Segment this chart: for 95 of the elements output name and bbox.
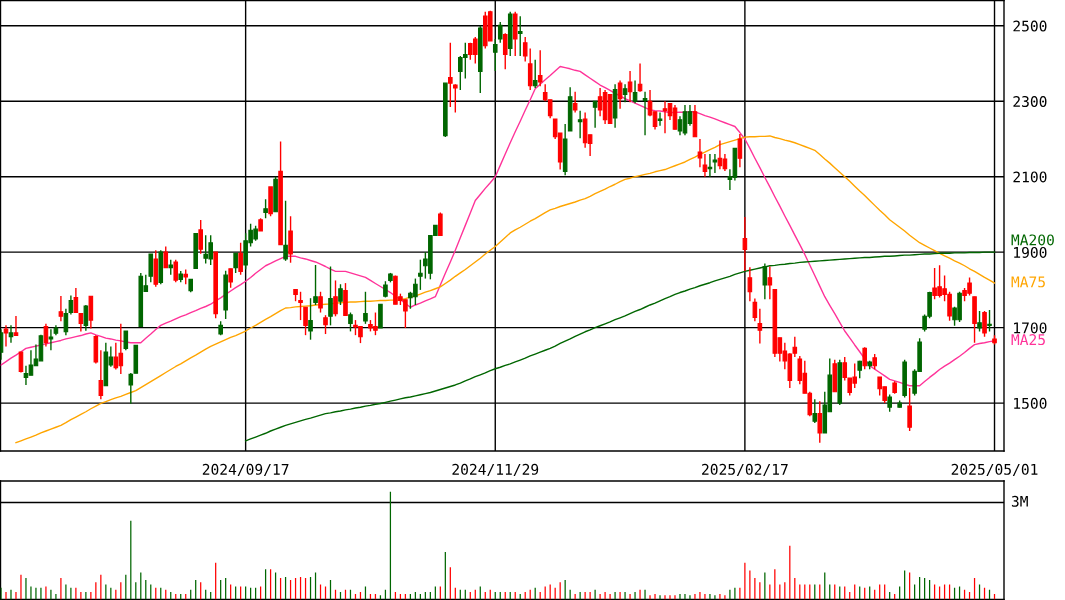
- series-label: MA200: [1011, 234, 1054, 246]
- candlestick: [113, 342, 119, 371]
- candlestick: [28, 349, 34, 376]
- candlestick: [238, 242, 243, 276]
- ref-line-label: 3M: [1011, 495, 1028, 507]
- candlestick: [522, 36, 528, 63]
- candlestick: [298, 291, 303, 321]
- candlestick: [662, 100, 668, 135]
- candlestick: [318, 291, 323, 314]
- candlestick: [173, 259, 179, 284]
- candlestick: [328, 265, 333, 327]
- candlestick: [987, 309, 992, 333]
- candlestick: [677, 115, 683, 136]
- candlestick: [163, 245, 169, 269]
- candlestick: [48, 328, 54, 351]
- candlestick: [527, 47, 533, 91]
- candlestick: [13, 315, 19, 337]
- candlestick: [3, 324, 9, 348]
- y-tick-label: 2100: [1013, 171, 1047, 183]
- y-tick-label: 1900: [1014, 246, 1047, 258]
- candlestick: [128, 372, 134, 405]
- x-tick-label: 2025/05/01: [951, 463, 1038, 477]
- candlestick: [198, 219, 204, 255]
- x-tick-label: 2025/02/17: [702, 463, 788, 477]
- candlestick: [123, 330, 129, 351]
- candlestick: [303, 306, 308, 336]
- candlestick: [228, 268, 233, 289]
- candlestick: [348, 311, 353, 333]
- y-tick-label: 2300: [1013, 96, 1047, 108]
- candlestick: [363, 291, 368, 325]
- candlestick: [83, 304, 89, 332]
- candlestick: [313, 264, 318, 306]
- candlestick: [672, 104, 678, 131]
- candlestick: [263, 198, 268, 219]
- candlestick: [577, 109, 583, 139]
- y-tick-label: 2500: [1013, 20, 1047, 32]
- candlestick: [18, 351, 24, 374]
- candlestick: [333, 279, 338, 317]
- line-series: [244, 251, 996, 442]
- candlestick: [657, 111, 663, 127]
- candlestick: [592, 100, 598, 129]
- candlestick: [448, 42, 453, 108]
- candlestick: [517, 15, 523, 57]
- candlestick: [288, 215, 293, 264]
- candlestick: [907, 387, 912, 432]
- candlestick: [617, 79, 623, 110]
- x-tick-label: 2024/11/29: [452, 463, 539, 477]
- candlestick: [712, 153, 718, 174]
- candlestick: [338, 283, 343, 306]
- line-series: [15, 135, 996, 444]
- candlestick: [8, 324, 14, 344]
- candlestick: [572, 91, 578, 114]
- y-tick-label: 1700: [1014, 322, 1047, 334]
- candlestick: [702, 153, 708, 178]
- candlestick: [737, 133, 743, 168]
- candlestick: [862, 346, 868, 370]
- candlestick: [472, 36, 478, 65]
- candlestick: [762, 262, 768, 301]
- candlestick: [497, 21, 503, 44]
- candlestick: [842, 356, 848, 382]
- y-tick-label: 1500: [1014, 397, 1047, 409]
- candlestick: [752, 297, 758, 322]
- candlestick: [817, 400, 823, 444]
- series-label: MA25: [1011, 334, 1045, 346]
- candlestick: [682, 104, 688, 136]
- candlestick: [453, 83, 458, 114]
- candlestick: [148, 253, 154, 284]
- candlestick: [982, 310, 987, 338]
- candlestick: [747, 266, 753, 302]
- candlestick: [23, 365, 29, 386]
- candlestick: [58, 295, 64, 322]
- candlestick: [323, 314, 328, 335]
- candlestick: [622, 83, 628, 104]
- candlestick: [597, 87, 603, 118]
- candlestick: [502, 32, 508, 70]
- candlestick: [757, 308, 763, 345]
- candlestick: [418, 259, 423, 291]
- candlestick: [233, 252, 238, 274]
- candlestick: [98, 349, 104, 401]
- candlestick: [632, 79, 638, 104]
- candlestick: [742, 216, 748, 272]
- x-tick-label: 2024/09/17: [202, 463, 289, 477]
- series-label: MA75: [1011, 276, 1045, 288]
- candlestick: [492, 38, 498, 72]
- candlestick: [642, 91, 648, 136]
- candlestick: [812, 398, 818, 424]
- candlestick: [532, 59, 538, 89]
- candlestick: [627, 70, 633, 104]
- candlestick: [378, 303, 383, 329]
- candlestick: [308, 297, 313, 341]
- candlestick: [73, 287, 79, 314]
- candlestick: [977, 310, 982, 333]
- candlestick: [283, 200, 288, 262]
- candlestick: [88, 295, 94, 330]
- candlestick: [537, 49, 543, 87]
